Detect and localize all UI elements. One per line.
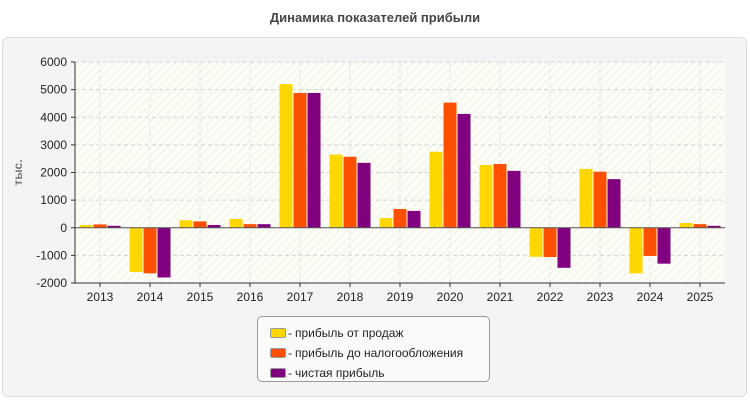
bar-2022-series-2 [543,227,557,258]
bar-2014-series-2 [143,227,157,274]
y-tick-label: 4000 [40,110,67,124]
bar-2022-series-1 [529,227,543,257]
x-tick-label: 2016 [237,290,264,304]
legend-label-net-profit: чистая прибыль [295,366,385,380]
legend-swatch-net-profit [270,368,286,378]
bar-2017-series-1 [279,84,293,228]
bar-2015-series-1 [179,220,193,228]
x-tick-label: 2017 [287,290,314,304]
bar-2019-series-2 [393,208,407,228]
y-axis-label: тыс. [11,159,25,185]
x-tick-label: 2014 [137,290,164,304]
bar-2020-series-2 [443,102,457,228]
legend-swatch-pretax-profit [270,348,286,358]
legend-item-pretax-profit: - прибыль до налогообложения [258,343,489,363]
y-tick-label: -1000 [36,248,67,262]
bar-2025-series-3 [707,225,721,228]
legend-label-pretax-profit: прибыль до налогообложения [295,346,464,360]
bar-2018-series-1 [329,154,343,228]
bar-2021-series-1 [479,165,493,228]
bar-2013-series-1 [79,224,93,228]
chart-title: Динамика показателей прибыли [269,10,481,25]
bar-2020-series-3 [457,113,471,228]
x-tick-label: 2015 [187,290,214,304]
legend-dash: - [288,346,292,360]
bar-2014-series-3 [157,227,171,278]
legend-dash: - [288,326,292,340]
bar-2019-series-1 [379,218,393,228]
bar-2021-series-2 [493,163,507,228]
y-tick-label: -2000 [36,276,67,290]
legend-item-sales-profit: - прибыль от продаж [258,323,489,343]
bar-2017-series-3 [307,92,321,228]
bar-2024-series-1 [629,227,643,274]
legend-swatch-sales-profit [270,328,286,338]
y-tick-label: 6000 [40,55,67,69]
x-tick-label: 2018 [337,290,364,304]
bar-2018-series-3 [357,162,371,228]
bar-2016-series-2 [243,224,257,228]
bar-2023-series-3 [607,179,621,228]
y-tick-label: 2000 [40,166,67,180]
y-tick-label: 3000 [40,138,67,152]
bar-2013-series-2 [93,224,107,228]
bar-2025-series-1 [679,223,693,228]
bar-2015-series-3 [207,224,221,228]
legend-item-net-profit: - чистая прибыль [258,363,489,383]
bar-2019-series-3 [407,210,421,228]
bar-2024-series-3 [657,227,671,264]
x-tick-label: 2024 [637,290,664,304]
bar-2022-series-3 [557,227,571,268]
bar-2016-series-3 [257,224,271,228]
bar-2023-series-1 [579,168,593,228]
x-tick-label: 2019 [387,290,414,304]
x-tick-label: 2021 [487,290,514,304]
chart-legend: - прибыль от продаж - прибыль до налогоо… [257,316,490,382]
bar-2020-series-1 [429,151,443,228]
x-tick-label: 2020 [437,290,464,304]
y-tick-label: 0 [60,221,67,235]
legend-label-sales-profit: прибыль от продаж [295,326,404,340]
x-tick-label: 2025 [687,290,714,304]
bar-2018-series-2 [343,156,357,228]
bar-2014-series-1 [129,227,143,272]
x-tick-label: 2023 [587,290,614,304]
bar-2017-series-2 [293,92,307,228]
bar-2024-series-2 [643,227,657,256]
x-tick-label: 2022 [537,290,564,304]
y-tick-label: 5000 [40,83,67,97]
bar-2013-series-3 [107,225,121,228]
bar-2021-series-3 [507,170,521,228]
y-tick-label: 1000 [40,193,67,207]
bar-2023-series-2 [593,171,607,228]
legend-dash: - [288,366,292,380]
bar-2025-series-2 [693,224,707,228]
bar-2015-series-2 [193,221,207,228]
x-tick-label: 2013 [87,290,114,304]
bar-2016-series-1 [229,218,243,228]
